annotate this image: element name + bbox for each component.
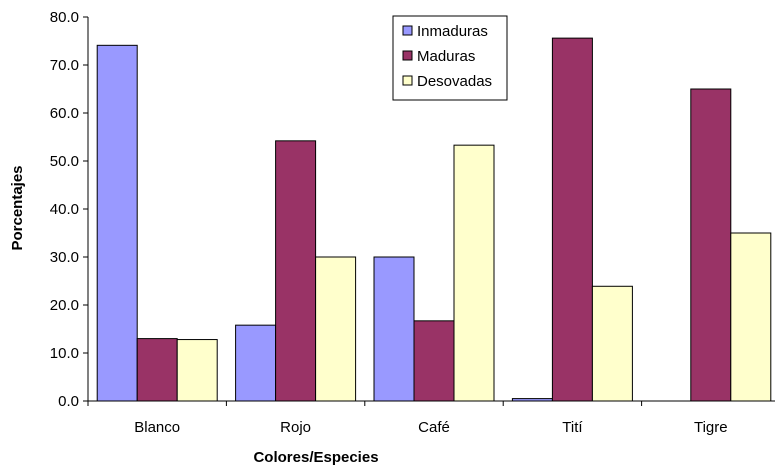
y-tick-label: 40.0 (50, 201, 79, 218)
legend-swatch (402, 25, 413, 36)
x-tick-label: Tití (562, 419, 583, 436)
x-tick-label: Blanco (134, 419, 180, 436)
y-tick-label: 80.0 (50, 9, 79, 26)
legend-swatch (402, 75, 413, 86)
x-tick-label: Café (418, 419, 450, 436)
bar-desovadas-1 (315, 256, 357, 402)
bar-maduras-1 (275, 140, 317, 402)
x-axis-title: Colores/Especies (253, 449, 378, 466)
bar-maduras-4 (690, 88, 732, 402)
y-tick-label: 10.0 (50, 345, 79, 362)
bar-desovadas-4 (730, 232, 772, 402)
legend-label: Maduras (417, 48, 475, 65)
legend: Inmaduras Maduras Desovadas (392, 15, 508, 101)
y-axis: 0.0 10.0 20.0 30.0 40.0 50.0 60.0 70.0 80.0 (50, 9, 89, 410)
legend-label: Inmaduras (417, 23, 488, 40)
x-tick-label: Tigre (694, 419, 728, 436)
bar-maduras-3 (551, 37, 593, 402)
legend-swatch (402, 50, 413, 61)
x-tick-label: Rojo (280, 419, 311, 436)
bar-desovadas-2 (453, 144, 495, 402)
bar-inmaduras-1 (235, 324, 277, 402)
y-axis-title: Porcentajes (9, 165, 26, 250)
y-tick-label: 30.0 (50, 249, 79, 266)
y-tick-label: 0.0 (58, 393, 79, 410)
bar-inmaduras-0 (96, 44, 138, 402)
y-tick-label: 50.0 (50, 153, 79, 170)
y-tick-label: 20.0 (50, 297, 79, 314)
bar-desovadas-0 (176, 339, 218, 402)
bars (96, 37, 772, 402)
bar-inmaduras-3 (511, 398, 553, 402)
y-tick-label: 60.0 (50, 105, 79, 122)
legend-label: Desovadas (417, 73, 492, 90)
bar-desovadas-3 (591, 285, 633, 402)
bar-maduras-0 (136, 338, 178, 402)
y-tick-label: 70.0 (50, 57, 79, 74)
x-axis: Blanco Rojo Café Tití Tigre (87, 400, 775, 436)
bar-inmaduras-2 (373, 256, 415, 402)
bar-maduras-2 (413, 320, 455, 402)
